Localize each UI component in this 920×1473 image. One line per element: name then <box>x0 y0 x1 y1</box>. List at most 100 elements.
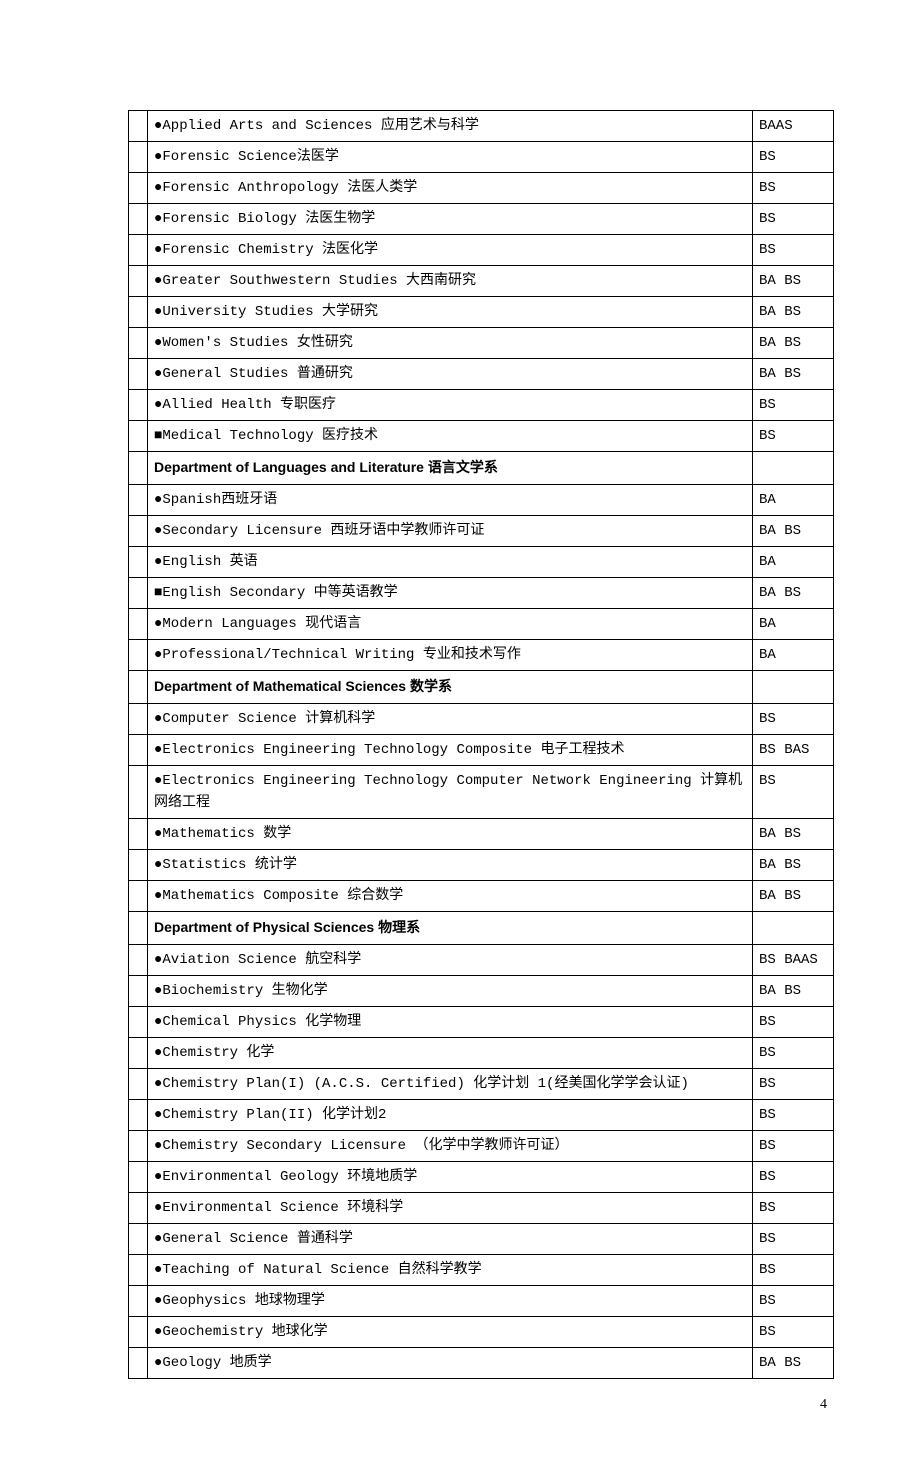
course-cell: ■Medical Technology 医疗技术 <box>148 421 753 452</box>
row-spacer <box>129 1038 148 1069</box>
department-title: Department of Physical Sciences 物理系 <box>154 919 420 935</box>
degree-cell: BS <box>753 204 834 235</box>
course-title: Professional/Technical Writing 专业和技术写作 <box>162 647 520 663</box>
degree-cell: BS <box>753 1317 834 1348</box>
circle-bullet-icon: ● <box>154 1352 162 1374</box>
page-number: 4 <box>128 1379 827 1413</box>
course-cell: ●Mathematics Composite 综合数学 <box>148 881 753 912</box>
row-spacer <box>129 976 148 1007</box>
course-cell: ●Environmental Geology 环境地质学 <box>148 1162 753 1193</box>
table-row: ●Environmental Geology 环境地质学BS <box>129 1162 834 1193</box>
course-cell: ●Environmental Science 环境科学 <box>148 1193 753 1224</box>
course-title: Forensic Chemistry 法医化学 <box>162 242 378 258</box>
table-row: ●University Studies 大学研究BA BS <box>129 297 834 328</box>
degree-cell: BA BS <box>753 328 834 359</box>
table-row: ●Allied Health 专职医疗BS <box>129 390 834 421</box>
table-row: ●Electronics Engineering Technology Comp… <box>129 735 834 766</box>
row-spacer <box>129 516 148 547</box>
table-row: ●Statistics 统计学BA BS <box>129 850 834 881</box>
course-table: ●Applied Arts and Sciences 应用艺术与科学BAAS●F… <box>128 110 834 1379</box>
course-cell: ●Women's Studies 女性研究 <box>148 328 753 359</box>
table-row: ●Teaching of Natural Science 自然科学教学BS <box>129 1255 834 1286</box>
row-spacer <box>129 485 148 516</box>
row-spacer <box>129 1131 148 1162</box>
department-header: Department of Mathematical Sciences 数学系 <box>148 671 753 704</box>
degree-cell: BS <box>753 1007 834 1038</box>
degree-cell: BA BS <box>753 850 834 881</box>
course-title: Geology 地质学 <box>162 1355 271 1371</box>
table-row: ●Biochemistry 生物化学BA BS <box>129 976 834 1007</box>
table-row: ●Forensic Chemistry 法医化学BS <box>129 235 834 266</box>
degree-cell: BS <box>753 390 834 421</box>
course-cell: ●Chemistry Plan(I) (A.C.S. Certified) 化学… <box>148 1069 753 1100</box>
table-row: ●Spanish西班牙语BA <box>129 485 834 516</box>
degree-cell: BA <box>753 547 834 578</box>
row-spacer <box>129 359 148 390</box>
table-row: ●Chemistry Plan(I) (A.C.S. Certified) 化学… <box>129 1069 834 1100</box>
course-cell: ●General Studies 普通研究 <box>148 359 753 390</box>
course-title: Electronics Engineering Technology Compo… <box>162 742 624 758</box>
table-row: ●Chemical Physics 化学物理BS <box>129 1007 834 1038</box>
course-cell: ●Forensic Anthropology 法医人类学 <box>148 173 753 204</box>
degree-cell: BA BS <box>753 819 834 850</box>
degree-cell: BS <box>753 766 834 819</box>
course-title: Biochemistry 生物化学 <box>162 983 327 999</box>
course-cell: ●Professional/Technical Writing 专业和技术写作 <box>148 640 753 671</box>
row-spacer <box>129 1255 148 1286</box>
course-title: Teaching of Natural Science 自然科学教学 <box>162 1262 481 1278</box>
row-spacer <box>129 547 148 578</box>
course-cell: ●Computer Science 计算机科学 <box>148 704 753 735</box>
degree-cell: BA BS <box>753 976 834 1007</box>
degree-cell: BS <box>753 1131 834 1162</box>
row-spacer <box>129 945 148 976</box>
degree-cell <box>753 912 834 945</box>
course-title: Environmental Science 环境科学 <box>162 1200 403 1216</box>
table-row: ●Professional/Technical Writing 专业和技术写作B… <box>129 640 834 671</box>
course-title: Geochemistry 地球化学 <box>162 1324 327 1340</box>
row-spacer <box>129 204 148 235</box>
table-row: ●Modern Languages 现代语言BA <box>129 609 834 640</box>
course-cell: ●Biochemistry 生物化学 <box>148 976 753 1007</box>
table-row: ●Forensic Science法医学BS <box>129 142 834 173</box>
course-title: Aviation Science 航空科学 <box>162 952 361 968</box>
row-spacer <box>129 1286 148 1317</box>
row-spacer <box>129 671 148 704</box>
department-header: Department of Languages and Literature 语… <box>148 452 753 485</box>
degree-cell: BA <box>753 609 834 640</box>
row-spacer <box>129 1007 148 1038</box>
degree-cell: BA BS <box>753 266 834 297</box>
course-cell: ●Electronics Engineering Technology Comp… <box>148 735 753 766</box>
table-row: ●Mathematics Composite 综合数学BA BS <box>129 881 834 912</box>
course-cell: ●Forensic Biology 法医生物学 <box>148 204 753 235</box>
course-cell: ●Aviation Science 航空科学 <box>148 945 753 976</box>
table-row: ●Aviation Science 航空科学BS BAAS <box>129 945 834 976</box>
course-cell: ■English Secondary 中等英语教学 <box>148 578 753 609</box>
degree-cell: BS <box>753 1286 834 1317</box>
row-spacer <box>129 819 148 850</box>
row-spacer <box>129 452 148 485</box>
table-row: ●Chemistry Plan(II) 化学计划2BS <box>129 1100 834 1131</box>
row-spacer <box>129 173 148 204</box>
course-cell: ●Mathematics 数学 <box>148 819 753 850</box>
row-spacer <box>129 578 148 609</box>
course-title: Chemistry Secondary Licensure （化学中学教师许可证… <box>162 1138 568 1154</box>
course-title: Chemistry Plan(I) (A.C.S. Certified) 化学计… <box>162 1076 688 1092</box>
degree-cell: BS <box>753 1069 834 1100</box>
course-title: Forensic Biology 法医生物学 <box>162 211 375 227</box>
row-spacer <box>129 1100 148 1131</box>
row-spacer <box>129 1348 148 1379</box>
table-row: Department of Languages and Literature 语… <box>129 452 834 485</box>
degree-cell: BS <box>753 1193 834 1224</box>
course-cell: ●Geochemistry 地球化学 <box>148 1317 753 1348</box>
row-spacer <box>129 421 148 452</box>
course-title: Allied Health 专职医疗 <box>162 397 336 413</box>
course-cell: ●Applied Arts and Sciences 应用艺术与科学 <box>148 111 753 142</box>
course-title: Environmental Geology 环境地质学 <box>162 1169 417 1185</box>
degree-cell: BA BS <box>753 359 834 390</box>
table-row: ●Geology 地质学BA BS <box>129 1348 834 1379</box>
table-row: Department of Physical Sciences 物理系 <box>129 912 834 945</box>
row-spacer <box>129 297 148 328</box>
table-row: ●Mathematics 数学BA BS <box>129 819 834 850</box>
course-cell: ●Secondary Licensure 西班牙语中学教师许可证 <box>148 516 753 547</box>
degree-cell: BS BAAS <box>753 945 834 976</box>
